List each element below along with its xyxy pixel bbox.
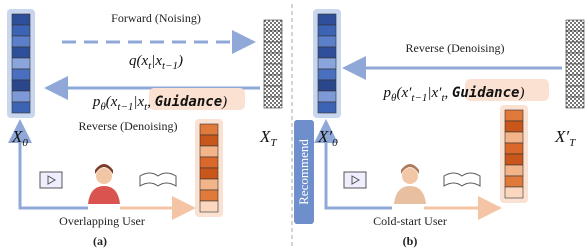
cell: [264, 75, 282, 86]
cell: [12, 14, 30, 25]
cell: [264, 42, 282, 53]
cell: [505, 110, 523, 121]
forward-label: Forward (Noising): [111, 11, 201, 25]
cell: [200, 124, 218, 135]
diagram: Forward (Noising) q(xt|xt−1) pθ(xt−1|xt,…: [0, 0, 585, 252]
f: 0: [22, 137, 28, 149]
f: t−1: [162, 60, 178, 72]
user-label: Overlapping User: [59, 214, 145, 228]
caption: (a): [93, 234, 107, 248]
f: T: [270, 137, 277, 149]
cell: [318, 91, 336, 102]
f: ): [221, 94, 227, 110]
cell: [505, 187, 523, 198]
x0: X′0: [317, 127, 338, 149]
cell: [12, 102, 30, 113]
f: X: [259, 127, 271, 146]
xT: X′T: [554, 127, 576, 149]
f: ): [177, 53, 183, 69]
cell: [505, 132, 523, 143]
f: (x: [106, 94, 118, 110]
cell: [505, 121, 523, 132]
cell: [264, 31, 282, 42]
reverse-formula: pθ(x′t−1|x′t, Guidance): [383, 85, 525, 104]
cell: [12, 58, 30, 69]
f: ,: [147, 94, 155, 110]
cell: [12, 69, 30, 80]
f: 0: [332, 137, 338, 149]
reverse-formula: pθ(xt−1|xt, Guidance): [92, 94, 227, 113]
cell: [566, 75, 584, 86]
recommend: Recommend: [296, 139, 311, 205]
reverse-label: Reverse (Denoising): [79, 119, 178, 133]
x0: X0: [11, 127, 28, 149]
f: ,: [445, 85, 453, 101]
f: t−1: [411, 92, 427, 104]
cell: [200, 190, 218, 201]
f: ): [518, 85, 524, 101]
user-arrow: [20, 125, 88, 208]
cell: [318, 69, 336, 80]
cell: [318, 36, 336, 47]
f: q(x: [129, 53, 148, 69]
xT: XT: [259, 127, 277, 149]
cell: [12, 91, 30, 102]
cell: [566, 31, 584, 42]
cell: [12, 47, 30, 58]
cell: [566, 53, 584, 64]
cell: [264, 97, 282, 108]
cell: [318, 102, 336, 113]
cell: [264, 64, 282, 75]
cell: [505, 143, 523, 154]
cell: [200, 168, 218, 179]
f: X′: [554, 127, 569, 146]
cell: [264, 20, 282, 31]
f: |x′: [427, 85, 442, 101]
f: |x: [151, 53, 162, 69]
caption: (b): [403, 234, 418, 248]
f: (x′: [396, 85, 412, 101]
cell: [318, 58, 336, 69]
f: t−1: [117, 101, 133, 113]
cell: [566, 97, 584, 108]
f: Guidance: [155, 94, 222, 110]
cell: [12, 36, 30, 47]
cell: [566, 64, 584, 75]
cell: [200, 135, 218, 146]
forward-formula: q(xt|xt−1): [129, 53, 183, 72]
cell: [12, 25, 30, 36]
cell: [200, 146, 218, 157]
user-icon: [88, 164, 426, 204]
cell: [12, 80, 30, 91]
cell: [264, 86, 282, 97]
cell: [566, 86, 584, 97]
cell: [505, 176, 523, 187]
f: Guidance: [452, 85, 519, 101]
user-label: Cold-start User: [373, 214, 447, 228]
cell: [566, 20, 584, 31]
cell: [318, 25, 336, 36]
f: X: [11, 127, 23, 146]
cell: [318, 14, 336, 25]
cell: [200, 179, 218, 190]
cell: [505, 165, 523, 176]
cell: [318, 47, 336, 58]
cell: [264, 53, 282, 64]
cell: [566, 42, 584, 53]
cell: [200, 201, 218, 212]
f: |x: [133, 94, 144, 110]
reverse-label: Reverse (Denoising): [406, 41, 505, 55]
f: T: [569, 137, 576, 149]
cell: [505, 154, 523, 165]
f: X′: [317, 127, 332, 146]
cell: [200, 157, 218, 168]
cell: [318, 80, 336, 91]
